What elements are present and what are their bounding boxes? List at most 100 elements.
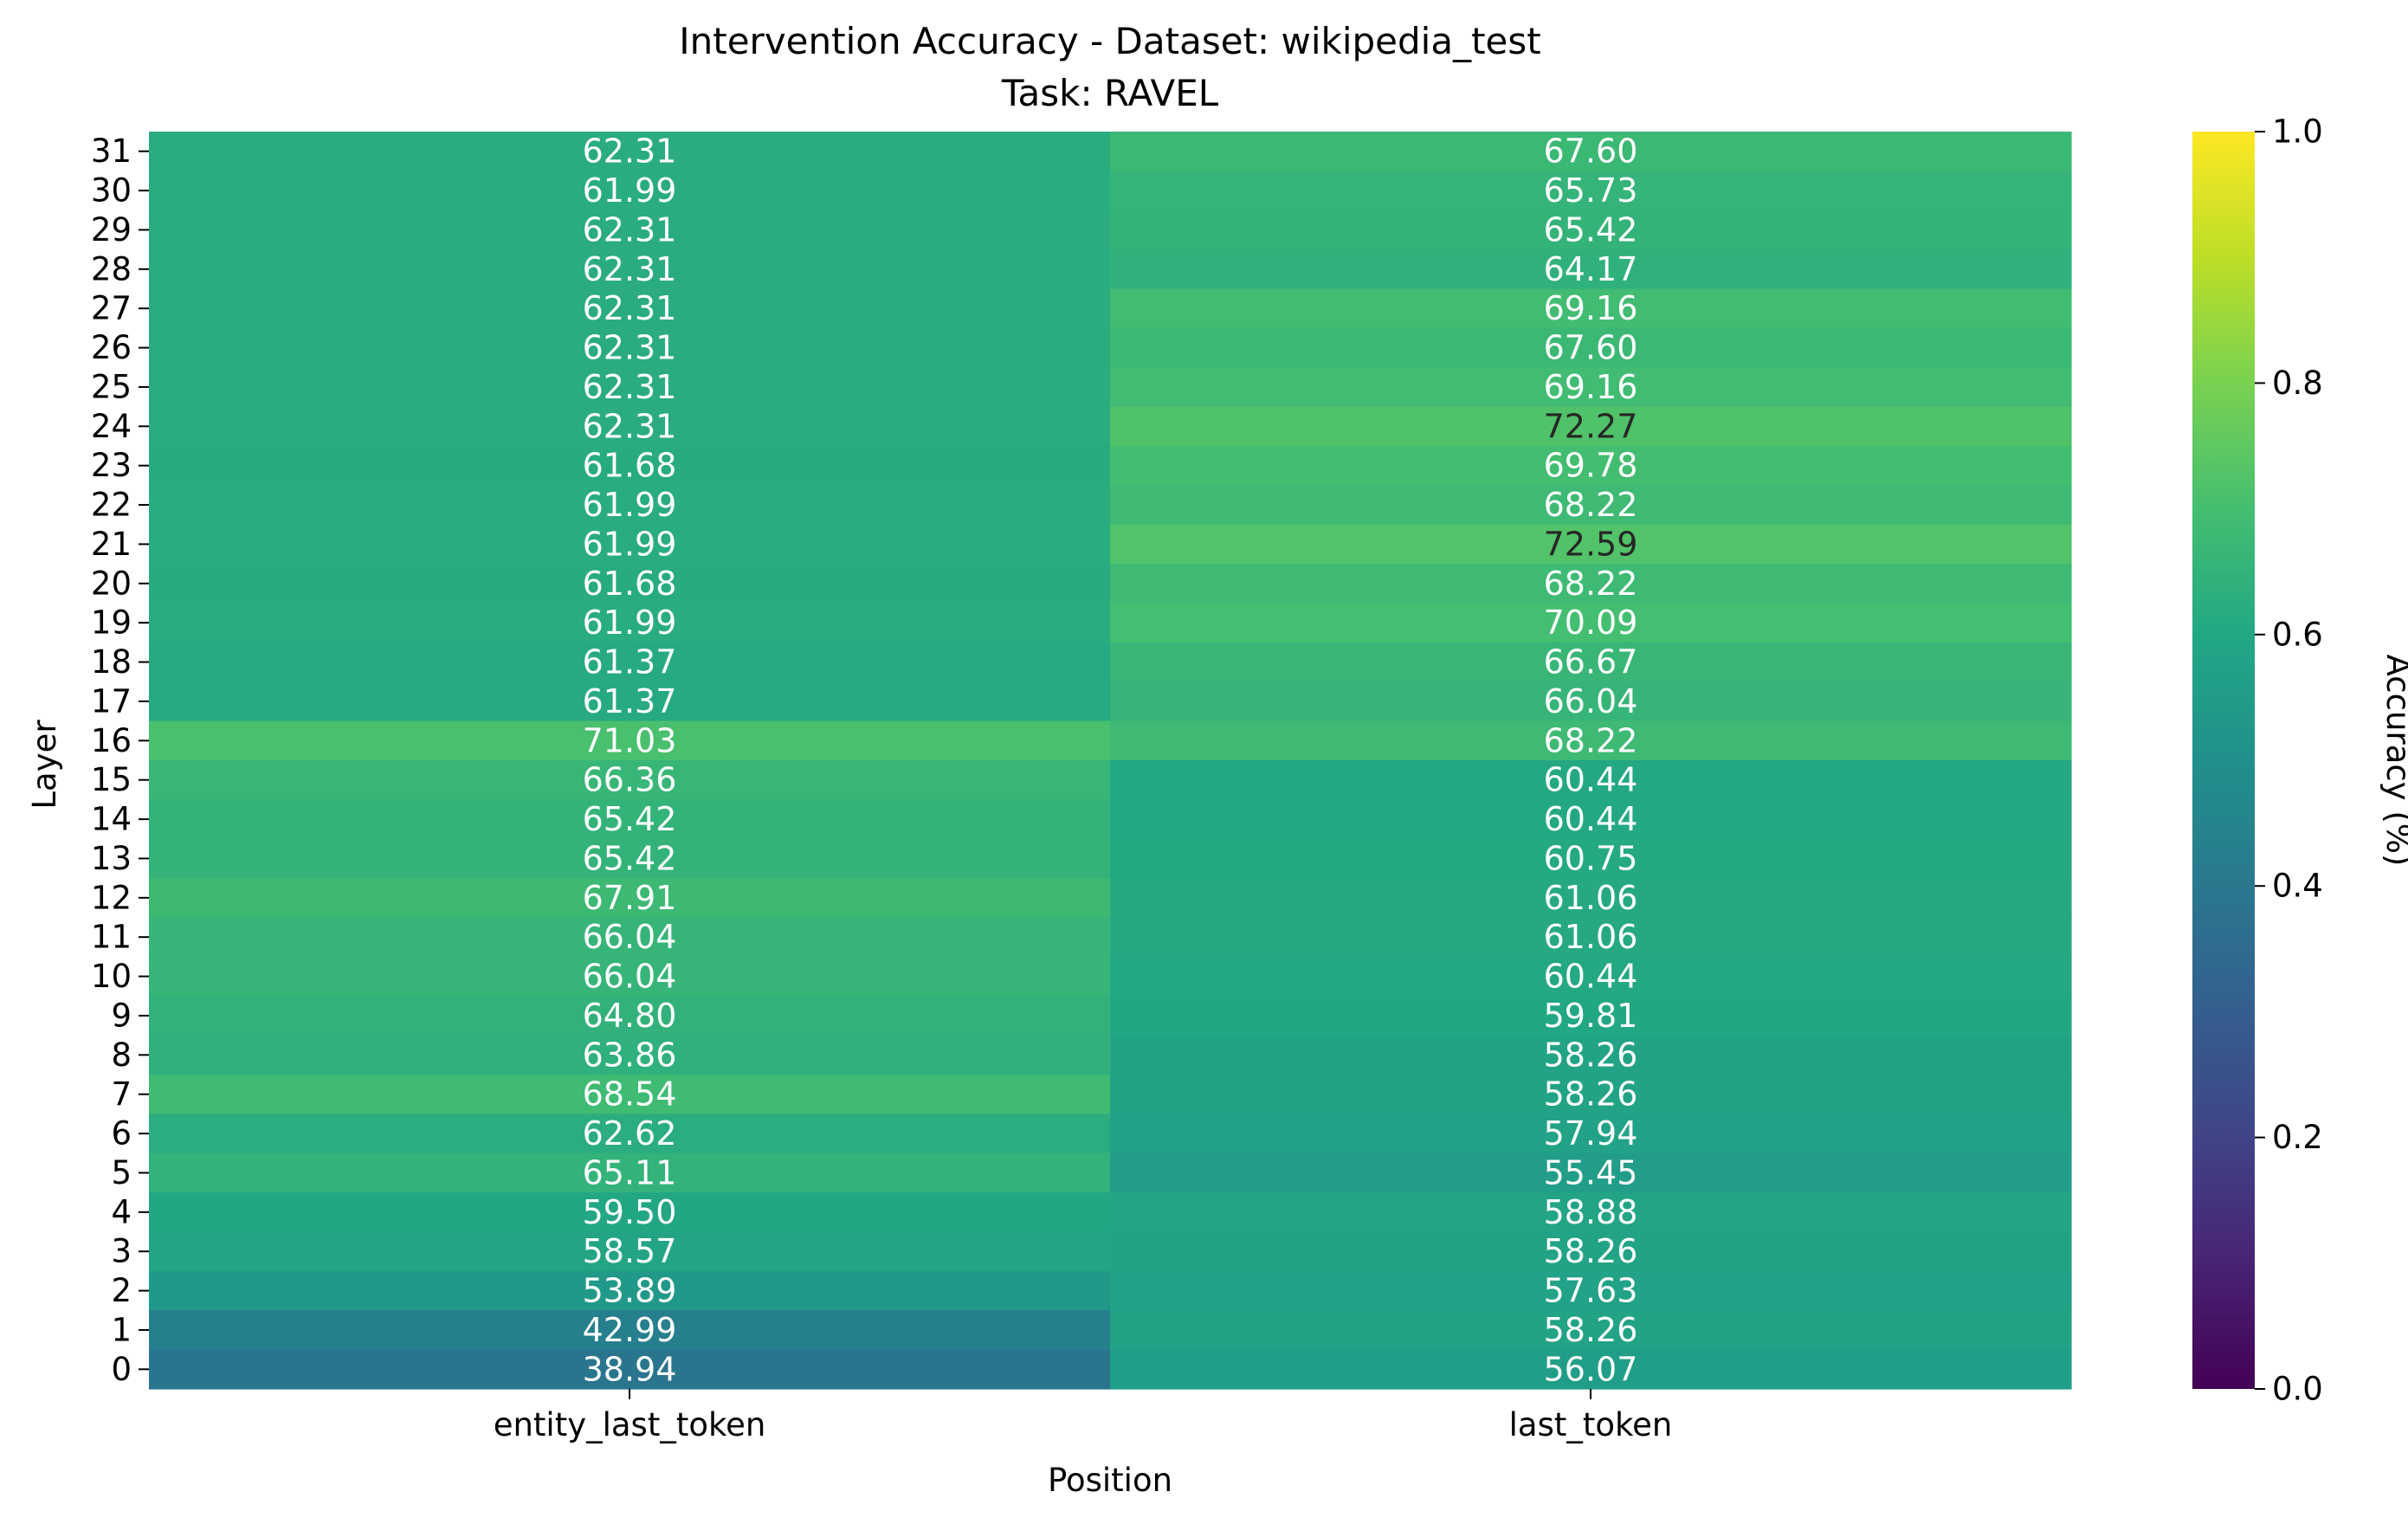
- heatmap-cell: [1110, 367, 2072, 408]
- y-tick-label: 2: [111, 1272, 132, 1309]
- heatmap-cell: [1110, 1192, 2072, 1233]
- heatmap-cell: [1110, 681, 2072, 722]
- heatmap-cell: [149, 760, 1111, 800]
- x-tick-label: entity_last_token: [494, 1406, 766, 1443]
- y-tick-label: 12: [91, 879, 132, 916]
- heatmap-cell: [1110, 956, 2072, 997]
- heatmap-cell: [149, 446, 1111, 486]
- cell-value-label: 38.94: [583, 1350, 677, 1388]
- heatmap-cell: [1110, 524, 2072, 565]
- heatmap-cell: [1110, 1231, 2072, 1272]
- heatmap-cell: [1110, 1035, 2072, 1075]
- cell-value-label: 65.42: [583, 839, 677, 877]
- x-tick-label: last_token: [1509, 1406, 1673, 1443]
- cell-value-label: 66.04: [583, 918, 677, 956]
- y-tick-label: 4: [111, 1193, 132, 1230]
- cell-value-label: 64.17: [1544, 250, 1638, 288]
- y-tick-label: 10: [91, 958, 132, 995]
- cell-value-label: 61.68: [583, 565, 677, 603]
- chart-title: Intervention Accuracy - Dataset: wikiped…: [679, 20, 1541, 62]
- x-axis-label: Position: [1048, 1462, 1172, 1499]
- heatmap-cell: [149, 367, 1111, 408]
- heatmap-cell: [149, 564, 1111, 604]
- y-tick-label: 5: [111, 1154, 132, 1191]
- colorbar: [2192, 132, 2255, 1389]
- heatmap-cell: [1110, 1310, 2072, 1351]
- cell-value-label: 67.91: [583, 879, 677, 917]
- y-tick-label: 26: [91, 329, 132, 366]
- cell-value-label: 64.80: [583, 997, 677, 1035]
- heatmap-cell: [1110, 485, 2072, 526]
- cell-value-label: 58.88: [1544, 1193, 1638, 1231]
- heatmap-cell: [1110, 1075, 2072, 1114]
- heatmap-cell: [149, 288, 1111, 329]
- cell-value-label: 53.89: [583, 1272, 677, 1310]
- y-tick-label: 8: [111, 1036, 132, 1074]
- heatmap-cell: [1110, 288, 2072, 329]
- heatmap-cell: [1110, 446, 2072, 486]
- y-tick-label: 29: [91, 211, 132, 249]
- y-tick-label: 15: [91, 761, 132, 798]
- heatmap-cell: [1110, 327, 2072, 368]
- cell-value-label: 71.03: [583, 721, 677, 759]
- y-tick-label: 31: [91, 132, 132, 170]
- y-tick-label: 16: [91, 722, 132, 759]
- y-tick-label: 27: [91, 290, 132, 327]
- cell-value-label: 62.31: [583, 132, 677, 171]
- cell-value-label: 58.26: [1544, 1232, 1638, 1270]
- cell-value-label: 67.60: [1544, 329, 1638, 367]
- y-axis-ticks: 3130292827262524232221201918171615141312…: [91, 132, 149, 1388]
- heatmap-cell: [149, 681, 1111, 722]
- heatmap-cell: [149, 799, 1111, 840]
- y-tick-label: 24: [91, 408, 132, 445]
- heatmap-cell: [149, 132, 1111, 171]
- heatmap-cell: [1110, 760, 2072, 800]
- cell-value-label: 61.99: [583, 525, 677, 563]
- x-axis-ticks: entity_last_token last_token: [494, 1389, 1673, 1443]
- cell-value-label: 65.73: [1544, 171, 1638, 210]
- heatmap-cell: [149, 524, 1111, 565]
- heatmap-cell: [149, 1114, 1111, 1154]
- y-tick-label: 19: [91, 604, 132, 642]
- heatmap-cell: [149, 720, 1111, 761]
- colorbar-tick-label: 0.2: [2272, 1119, 2323, 1156]
- y-tick-label: 23: [91, 447, 132, 484]
- heatmap-cell: [149, 1192, 1111, 1233]
- heatmap-cell: [149, 603, 1111, 643]
- heatmap-cell: [1110, 799, 2072, 840]
- cell-value-label: 61.06: [1544, 879, 1638, 917]
- y-tick-label: 0: [111, 1351, 132, 1388]
- cell-value-label: 65.42: [583, 800, 677, 838]
- cell-value-label: 59.81: [1544, 997, 1638, 1035]
- heatmap-cell: [149, 1075, 1111, 1114]
- cell-value-label: 70.09: [1544, 604, 1638, 642]
- heatmap-cell: [149, 956, 1111, 997]
- cell-value-label: 57.94: [1544, 1114, 1638, 1153]
- heatmap-cell: [149, 1310, 1111, 1351]
- cell-value-label: 58.26: [1544, 1075, 1638, 1114]
- heatmap-cell: [149, 1035, 1111, 1075]
- y-tick-label: 14: [91, 801, 132, 838]
- cell-value-label: 61.99: [583, 604, 677, 642]
- heatmap-cell: [1110, 171, 2072, 211]
- cell-value-label: 69.16: [1544, 289, 1638, 327]
- cell-value-label: 68.22: [1544, 565, 1638, 603]
- cell-value-label: 61.37: [583, 643, 677, 681]
- heatmap-cell: [1110, 564, 2072, 604]
- cell-value-label: 42.99: [583, 1311, 677, 1349]
- heatmap-cell: [149, 642, 1111, 682]
- y-tick-label: 3: [111, 1233, 132, 1270]
- y-tick-label: 25: [91, 368, 132, 405]
- cell-value-label: 65.42: [1544, 210, 1638, 249]
- cell-value-label: 55.45: [1544, 1153, 1638, 1191]
- heatmap-cell: [1110, 642, 2072, 682]
- heatmap-cell: [149, 210, 1111, 250]
- cell-value-label: 60.44: [1544, 761, 1638, 799]
- cell-value-label: 63.86: [583, 1036, 677, 1074]
- y-tick-label: 1: [111, 1311, 132, 1348]
- cell-value-label: 69.78: [1544, 447, 1638, 485]
- cell-value-label: 61.06: [1544, 918, 1638, 956]
- cell-value-label: 62.31: [583, 368, 677, 406]
- heatmap-cell: [149, 878, 1111, 919]
- heatmap-cell: [1110, 878, 2072, 919]
